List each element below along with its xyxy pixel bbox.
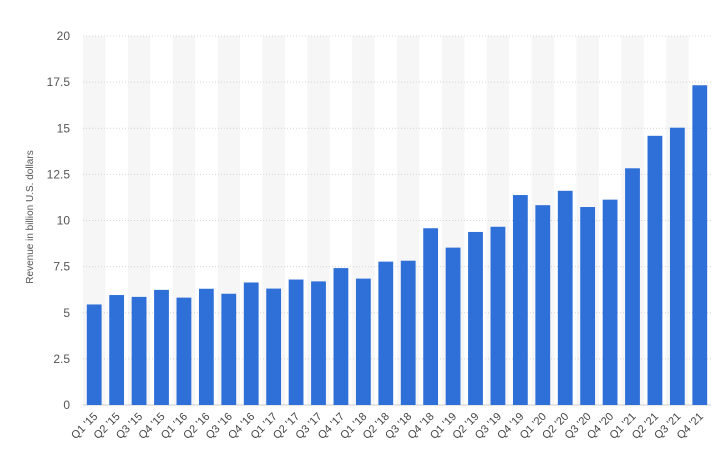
bar	[445, 247, 461, 405]
bar	[266, 288, 282, 405]
bar	[109, 295, 125, 405]
bar	[198, 288, 214, 405]
bar	[669, 127, 685, 405]
bar	[243, 282, 259, 405]
bar	[625, 168, 640, 405]
bar	[557, 190, 573, 405]
y-tick-label: 2.5	[53, 352, 70, 366]
bar	[602, 199, 618, 405]
bars	[86, 85, 708, 405]
y-axis-ticks: 0 2.5 5 7.5 10 12.5 15 17.5 20	[47, 29, 71, 412]
bar	[400, 260, 416, 405]
bar	[580, 207, 596, 405]
bar	[378, 261, 394, 405]
bar	[468, 231, 483, 405]
y-axis-label: Revenue in billion U.S. dollars	[25, 150, 36, 283]
bar	[512, 195, 528, 405]
y-tick-label: 17.5	[47, 75, 71, 89]
bar	[86, 304, 102, 405]
bar	[490, 226, 506, 405]
bar	[221, 293, 237, 405]
y-tick-label: 10	[57, 214, 71, 228]
y-tick-label: 0	[63, 398, 70, 412]
bar	[355, 278, 371, 405]
bar	[692, 85, 708, 405]
y-tick-label: 20	[57, 29, 71, 43]
bar	[154, 289, 169, 405]
bar	[288, 279, 304, 405]
y-tick-label: 12.5	[47, 167, 71, 181]
y-tick-label: 7.5	[53, 260, 70, 274]
bar	[311, 281, 326, 405]
bar	[535, 205, 551, 405]
bar	[333, 268, 349, 405]
bar	[647, 135, 663, 405]
bar	[176, 297, 192, 405]
y-tick-label: 5	[63, 306, 70, 320]
bar	[131, 296, 147, 405]
bar	[423, 228, 439, 405]
y-tick-label: 15	[57, 121, 71, 135]
